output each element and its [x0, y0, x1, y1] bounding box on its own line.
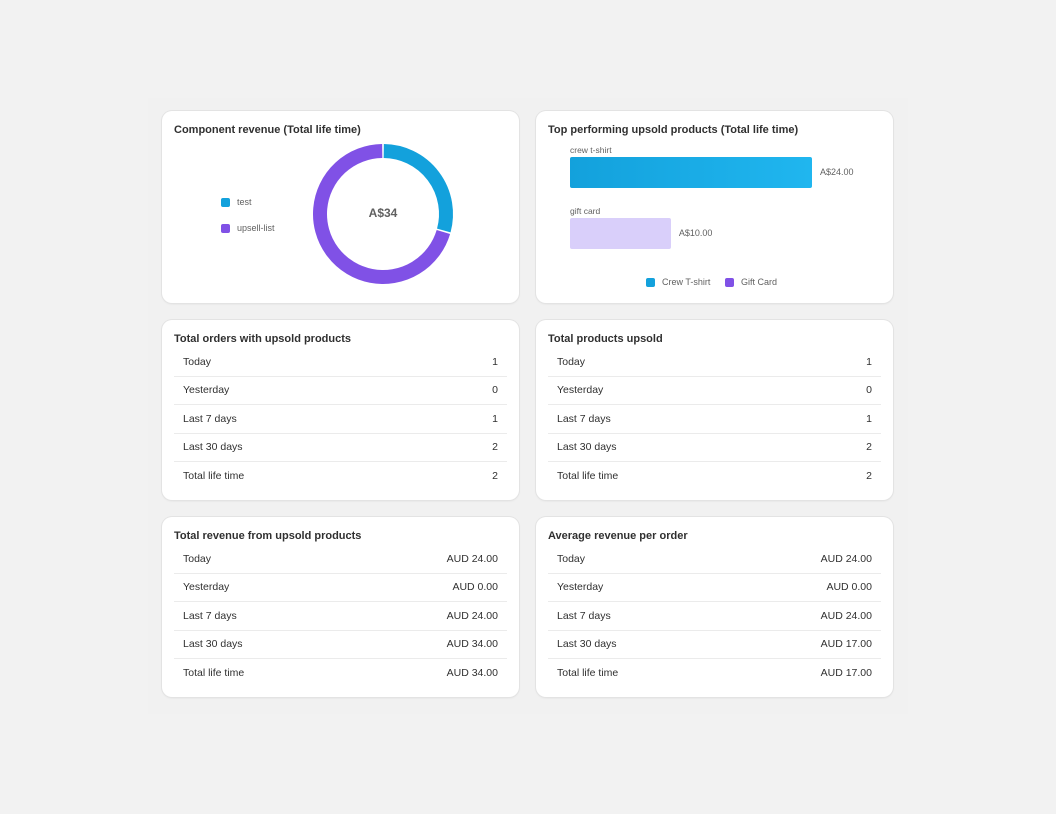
stat-row-last-7-days: Last 7 days 1: [548, 405, 881, 434]
donut-chart: [313, 144, 453, 284]
stat-label: Total life time: [183, 470, 245, 483]
stat-value: 0: [866, 384, 872, 397]
legend-label: upsell-list: [237, 223, 275, 233]
bar-category-label: crew t-shirt: [570, 145, 612, 155]
donut-legend-item-test[interactable]: test: [221, 197, 252, 207]
stat-value: 2: [866, 470, 872, 483]
stat-label: Today: [183, 552, 212, 565]
donut-center-total: A$34: [368, 206, 398, 220]
stat-label: Total life time: [183, 667, 245, 680]
stat-value: 1: [492, 412, 498, 425]
bar-value-label: A$10.00: [678, 228, 713, 238]
stat-value: 1: [866, 412, 872, 425]
legend-label: Crew T-shirt: [662, 277, 711, 287]
stat-value: AUD 0.00: [452, 581, 498, 594]
donut-slice-upsell-list[interactable]: [313, 144, 451, 284]
top-upsold-products-card: Top performing upsold products (Total li…: [536, 111, 893, 303]
card-title: Average revenue per order: [548, 530, 688, 542]
stat-list: Today AUD 24.00 Yesterday AUD 0.00 Last 7 …: [548, 545, 881, 688]
stat-label: Last 30 days: [557, 638, 617, 651]
stat-value: AUD 24.00: [820, 609, 872, 622]
stat-label: Last 7 days: [557, 412, 611, 425]
stat-label: Yesterday: [557, 384, 604, 397]
stat-value: 0: [492, 384, 498, 397]
stat-value: AUD 17.00: [820, 667, 872, 680]
card-title: Total revenue from upsold products: [174, 530, 362, 542]
bar-gift-card[interactable]: [570, 218, 671, 249]
stat-row-last-7-days: Last 7 days AUD 24.00: [548, 602, 881, 631]
stat-value: 2: [492, 470, 498, 483]
legend-swatch: [221, 197, 230, 207]
stat-list: Today 1 Yesterday 0 Last 7 days 1 Last 30 d…: [174, 348, 507, 491]
stat-label: Today: [557, 355, 586, 368]
dashboard-canvas: Component revenue (Total life time) test…: [148, 98, 908, 714]
stat-label: Last 30 days: [183, 638, 243, 651]
bar-value-label: A$24.00: [820, 167, 854, 177]
stat-list: Today AUD 24.00 Yesterday AUD 0.00 Last 7 …: [174, 545, 507, 688]
stat-row-total-life-time: Total life time 2: [548, 462, 881, 491]
stat-label: Today: [183, 355, 212, 368]
stat-value: AUD 24.00: [446, 552, 498, 565]
stat-row-total-life-time: Total life time AUD 17.00: [548, 659, 881, 688]
legend-label: Gift Card: [741, 277, 778, 287]
stat-row-today: Today AUD 24.00: [548, 545, 881, 574]
legend-swatch: [646, 277, 655, 287]
bar-category-label: gift card: [570, 206, 601, 216]
stat-row-yesterday: Yesterday 0: [174, 377, 507, 405]
card-title: Total products upsold: [548, 333, 663, 345]
stat-row-last-30-days: Last 30 days 2: [548, 434, 881, 462]
stat-row-total-life-time: Total life time 2: [174, 462, 507, 491]
stat-row-today: Today AUD 24.00: [174, 545, 507, 574]
donut-legend-item-upsell-list[interactable]: upsell-list: [221, 223, 275, 233]
stat-row-last-7-days: Last 7 days AUD 24.00: [174, 602, 507, 631]
stat-label: Total life time: [557, 667, 619, 680]
card-title: Top performing upsold products (Total li…: [548, 124, 799, 136]
stat-value: AUD 34.00: [446, 667, 498, 680]
stat-label: Last 7 days: [183, 609, 237, 622]
stat-list: Today 1 Yesterday 0 Last 7 days 1 Last 30 d…: [548, 348, 881, 491]
stat-row-yesterday: Yesterday 0: [548, 377, 881, 405]
stat-value: AUD 24.00: [446, 609, 498, 622]
stat-label: Last 7 days: [183, 412, 237, 425]
stat-row-today: Today 1: [174, 348, 507, 377]
stat-label: Yesterday: [183, 384, 230, 397]
stat-row-total-life-time: Total life time AUD 34.00: [174, 659, 507, 688]
stat-value: AUD 17.00: [820, 638, 872, 651]
stat-row-last-30-days: Last 30 days AUD 34.00: [174, 631, 507, 659]
total-orders-card: Total orders with upsold products Today 1…: [162, 320, 519, 500]
donut-slice-test[interactable]: [383, 144, 453, 233]
stat-label: Last 30 days: [183, 441, 243, 454]
legend-swatch: [221, 223, 230, 233]
stat-row-last-30-days: Last 30 days 2: [174, 434, 507, 462]
stat-value: AUD 24.00: [820, 552, 872, 565]
legend-label: test: [237, 197, 252, 207]
stat-value: 1: [492, 355, 498, 368]
stat-value: AUD 34.00: [446, 638, 498, 651]
stat-row-last-30-days: Last 30 days AUD 17.00: [548, 631, 881, 659]
stat-row-yesterday: Yesterday AUD 0.00: [174, 574, 507, 602]
stat-row-today: Today 1: [548, 348, 881, 377]
component-revenue-card: Component revenue (Total life time) test…: [162, 111, 519, 303]
stat-label: Yesterday: [557, 581, 604, 594]
bar-crew-t-shirt[interactable]: [570, 157, 812, 188]
stat-row-yesterday: Yesterday AUD 0.00: [548, 574, 881, 602]
stat-value: 1: [866, 355, 872, 368]
stat-label: Today: [557, 552, 586, 565]
stat-value: 2: [866, 441, 872, 454]
total-revenue-card: Total revenue from upsold products Today…: [162, 517, 519, 697]
legend-swatch: [725, 277, 734, 287]
bar-legend-item-crew-t-shirt[interactable]: Crew T-shirt: [646, 277, 710, 287]
card-title: Component revenue (Total life time): [174, 124, 361, 136]
bar-legend-item-gift-card[interactable]: Gift Card: [725, 277, 777, 287]
stat-label: Last 30 days: [557, 441, 617, 454]
total-products-upsold-card: Total products upsold Today 1 Yesterday 0 …: [536, 320, 893, 500]
stat-label: Yesterday: [183, 581, 230, 594]
card-title: Total orders with upsold products: [174, 333, 352, 345]
average-revenue-card: Average revenue per order Today AUD 24.00…: [536, 517, 893, 697]
stat-label: Total life time: [557, 470, 619, 483]
stat-value: AUD 0.00: [826, 581, 872, 594]
stat-row-last-7-days: Last 7 days 1: [174, 405, 507, 434]
stat-value: 2: [492, 441, 498, 454]
stat-label: Last 7 days: [557, 609, 611, 622]
